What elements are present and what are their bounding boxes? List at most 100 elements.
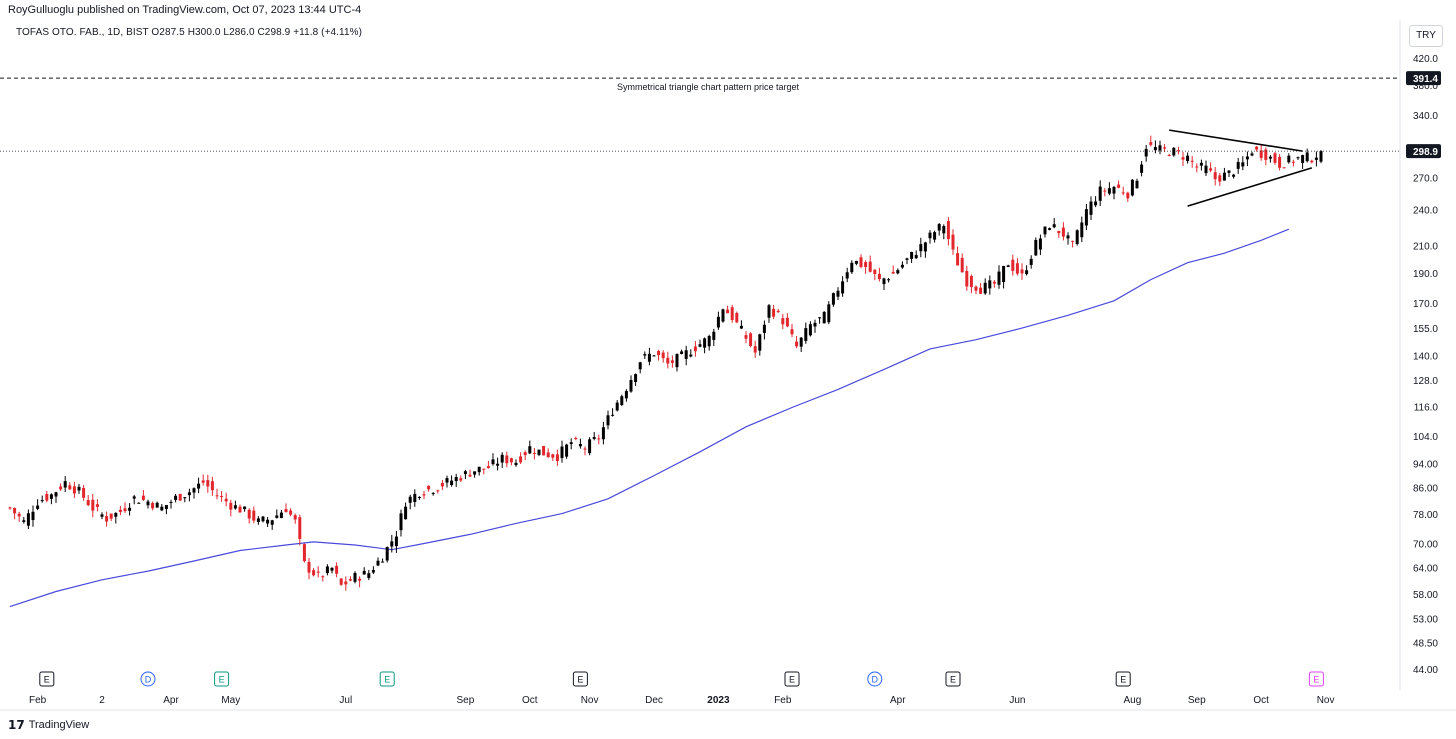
earnings-marker[interactable]: E xyxy=(1309,672,1323,686)
candle xyxy=(64,476,67,492)
candle xyxy=(308,558,311,579)
candle xyxy=(745,331,748,343)
tradingview-logo-icon: 17 xyxy=(8,718,25,732)
candle xyxy=(234,501,237,510)
candle xyxy=(588,437,591,455)
candle xyxy=(952,229,955,254)
earnings-marker[interactable]: E xyxy=(40,672,54,686)
candle xyxy=(579,439,582,449)
x-tick-label: Oct xyxy=(1253,695,1269,706)
candle xyxy=(101,512,104,519)
candle xyxy=(496,458,499,471)
candle xyxy=(634,373,637,386)
candle xyxy=(147,500,150,509)
candle xyxy=(754,341,757,358)
candle xyxy=(482,469,485,475)
x-tick-label: Apr xyxy=(163,695,179,706)
candle xyxy=(998,265,1001,289)
candle xyxy=(1168,154,1171,157)
x-tick-label: Oct xyxy=(522,695,538,706)
candle xyxy=(262,516,265,522)
candle xyxy=(699,340,702,348)
svg-text:E: E xyxy=(789,675,795,685)
candle xyxy=(1264,148,1267,166)
earnings-marker[interactable]: E xyxy=(785,672,799,686)
candle xyxy=(860,254,863,268)
candle xyxy=(804,323,807,344)
candle xyxy=(662,350,665,362)
y-tick-label: 70.00 xyxy=(1413,539,1438,550)
earnings-marker[interactable]: E xyxy=(380,672,394,686)
tradingview-brand[interactable]: 17 TradingView xyxy=(8,718,89,732)
candle xyxy=(1053,218,1056,228)
earnings-marker[interactable]: E xyxy=(946,672,960,686)
x-tick-label: Dec xyxy=(645,695,663,706)
svg-text:D: D xyxy=(872,675,879,685)
candle xyxy=(1274,152,1277,165)
candle xyxy=(1076,229,1079,245)
candle xyxy=(349,576,352,581)
candle xyxy=(326,564,329,575)
candle xyxy=(685,346,688,365)
candle xyxy=(55,492,58,503)
candle xyxy=(1306,149,1309,163)
dividend-marker[interactable]: D xyxy=(868,672,882,686)
earnings-marker[interactable]: E xyxy=(215,672,229,686)
candle xyxy=(1034,238,1037,256)
candle xyxy=(1039,235,1042,256)
candle xyxy=(689,349,692,357)
candle xyxy=(344,576,347,590)
candle xyxy=(36,499,39,510)
candle xyxy=(892,265,895,273)
candle xyxy=(906,258,909,264)
y-tick-label: 170.0 xyxy=(1413,299,1438,310)
candle xyxy=(768,304,771,323)
candle xyxy=(464,470,467,479)
candle xyxy=(671,355,674,367)
candle xyxy=(1223,168,1226,181)
candle xyxy=(441,480,444,490)
candle xyxy=(1140,161,1143,176)
x-tick-label: Jun xyxy=(1009,695,1025,706)
candle xyxy=(1246,152,1249,167)
candle xyxy=(823,311,826,323)
candle xyxy=(910,252,913,263)
candle xyxy=(73,482,76,498)
candle xyxy=(524,450,527,460)
candle xyxy=(492,453,495,465)
candle xyxy=(409,495,412,510)
candle xyxy=(87,495,90,506)
earnings-marker[interactable]: E xyxy=(573,672,587,686)
candle xyxy=(947,217,950,245)
candle xyxy=(556,450,559,466)
moving-average-line xyxy=(10,229,1289,606)
candle xyxy=(239,505,242,513)
candle xyxy=(717,312,720,330)
candle xyxy=(593,432,596,440)
dividend-marker[interactable]: D xyxy=(141,672,155,686)
candle xyxy=(252,507,255,524)
triangle-upper-trendline[interactable] xyxy=(1169,130,1302,151)
x-tick-label: Nov xyxy=(1317,695,1335,706)
svg-text:D: D xyxy=(145,675,152,685)
candle xyxy=(303,544,306,563)
candle xyxy=(174,494,177,502)
candle xyxy=(216,489,219,499)
candle xyxy=(211,477,214,496)
y-tick-label: 64.00 xyxy=(1413,564,1438,575)
candle xyxy=(602,422,605,445)
y-tick-label: 58.00 xyxy=(1413,590,1438,601)
candle xyxy=(1131,179,1134,196)
candle xyxy=(188,489,191,502)
candle xyxy=(1232,174,1235,179)
candle xyxy=(1297,156,1300,159)
candle xyxy=(1283,167,1286,168)
candle xyxy=(938,223,941,236)
candle xyxy=(1292,160,1295,167)
candle xyxy=(841,276,844,297)
earnings-marker[interactable]: E xyxy=(1116,672,1130,686)
candle xyxy=(869,256,872,273)
candle xyxy=(676,353,679,371)
